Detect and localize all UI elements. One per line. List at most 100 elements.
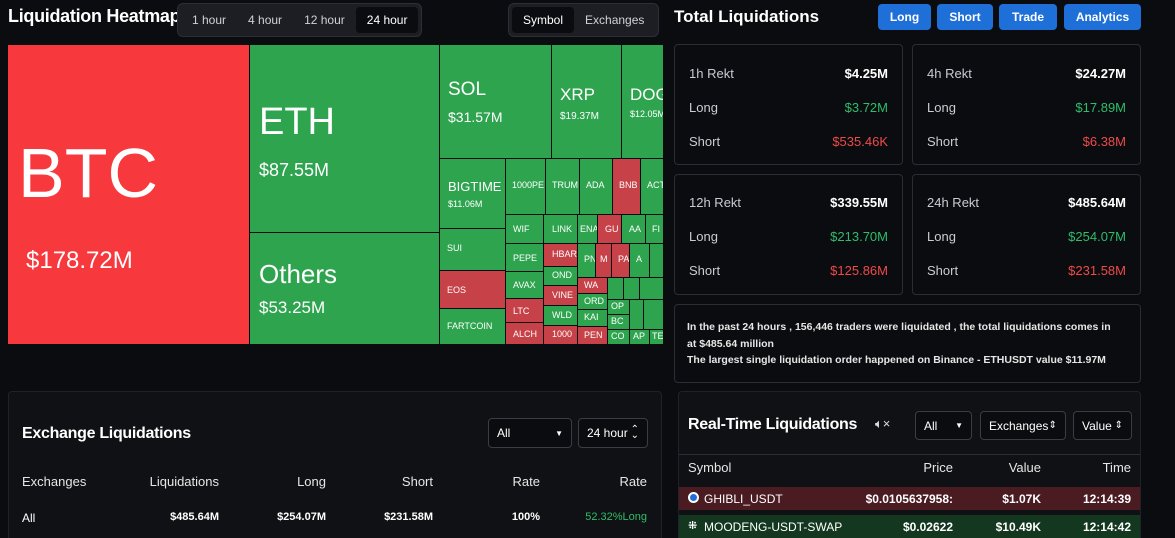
table-row[interactable]: ⁜ MOODENG-USDT-SWAP $0.02622 $10.49K 12:… bbox=[679, 515, 1140, 538]
mute-icon[interactable]: 🔈︎× bbox=[875, 416, 891, 431]
treemap-cell-bnb[interactable]: BNB bbox=[613, 159, 641, 215]
tab-4-hour[interactable]: 4 hour bbox=[248, 13, 283, 27]
treemap-cell-others[interactable]: Others $53.25M bbox=[250, 233, 440, 345]
treemap-cell-misc-1[interactable] bbox=[650, 244, 664, 278]
treemap-cell-ada[interactable]: ADA bbox=[580, 159, 613, 215]
treemap-cell-xrp[interactable]: XRP $19.37M bbox=[552, 45, 622, 159]
treemap-cell-co[interactable]: CO bbox=[608, 330, 630, 345]
table-row[interactable]: GHIBLI_USDT $0.0105637958: $1.07K 12:14:… bbox=[679, 487, 1140, 510]
rate-value: 100% bbox=[511, 511, 540, 523]
card-title: 1h Rekt bbox=[689, 66, 734, 81]
cell-label: LTC bbox=[513, 306, 530, 316]
treemap-cell-misc-6[interactable] bbox=[644, 300, 664, 330]
treemap-cell-wif[interactable]: WIF bbox=[506, 215, 544, 244]
treemap-cell-hbar[interactable]: HBAR bbox=[544, 244, 578, 267]
treemap-cell-act[interactable]: ACT bbox=[641, 159, 664, 215]
treemap-cell-ord[interactable]: ORD bbox=[578, 294, 608, 310]
treemap-cell-1000[interactable]: 1000 bbox=[544, 326, 578, 345]
treemap-cell-gu[interactable]: GU bbox=[598, 215, 622, 244]
column-header-exchanges: Exchanges bbox=[22, 474, 87, 489]
cell-label: PA bbox=[618, 254, 630, 264]
treemap-cell-pn[interactable]: PN bbox=[578, 244, 596, 278]
realtime-exchanges-select[interactable]: Exchanges ⇕ bbox=[980, 411, 1066, 440]
column-header-short: Short bbox=[401, 474, 433, 489]
treemap-cell-kai[interactable]: KAI bbox=[578, 310, 608, 327]
treemap-cell-avax[interactable]: AVAX bbox=[506, 272, 544, 299]
treemap-cell-trump[interactable]: TRUM bbox=[546, 159, 580, 215]
treemap-cell-bigtime[interactable]: BIGTIME $11.06M bbox=[440, 159, 506, 229]
cell-label: BC bbox=[611, 316, 624, 326]
treemap-cell-misc-4[interactable] bbox=[640, 278, 664, 300]
treemap-cell-eos[interactable]: EOS bbox=[440, 271, 506, 309]
treemap-cell-misc-5[interactable] bbox=[630, 300, 644, 330]
treemap-cell-wld[interactable]: WLD bbox=[544, 306, 578, 326]
short-label: Short bbox=[689, 263, 721, 278]
treemap-cell-alch[interactable]: ALCH bbox=[506, 323, 544, 345]
treemap-cell-sol[interactable]: SOL $31.57M bbox=[440, 45, 552, 159]
tab-symbol[interactable]: Symbol bbox=[512, 7, 575, 33]
exchange-time-select[interactable]: 24 hour ⌃ ⌄ bbox=[578, 418, 648, 448]
cell-label: GU bbox=[605, 224, 619, 234]
tab-24-hour[interactable]: 24 hour bbox=[355, 7, 419, 33]
short-label: Short bbox=[927, 263, 959, 278]
cell-label: 1000 bbox=[552, 329, 573, 339]
liquidations-value: $485.64M bbox=[170, 511, 219, 523]
cell-label: FI bbox=[652, 224, 660, 234]
cell-label: ORD bbox=[584, 296, 604, 306]
table-row[interactable]: All $485.64M $254.07M $231.58M 100% 52.3… bbox=[9, 502, 661, 532]
cell-label: WLD bbox=[552, 310, 572, 320]
analytics-button[interactable]: Analytics bbox=[1064, 4, 1141, 30]
tab-exchanges[interactable]: Exchanges bbox=[585, 13, 645, 27]
short-value: $535.46K bbox=[832, 134, 888, 149]
exchange-filter-select[interactable]: All ▼ bbox=[488, 418, 572, 448]
cell-label: WIF bbox=[513, 224, 530, 234]
treemap-cell-ltc[interactable]: LTC bbox=[506, 299, 544, 323]
liquidation-summary: In the past 24 hours , 156,446 traders w… bbox=[674, 304, 1141, 383]
short-button[interactable]: Short bbox=[937, 4, 993, 30]
others-value: $53.25M bbox=[259, 298, 326, 317]
treemap-cell-op[interactable]: OP bbox=[608, 300, 630, 315]
treemap-cell-eth[interactable]: ETH $87.55M bbox=[250, 45, 440, 233]
treemap-cell-vine[interactable]: VINE bbox=[544, 286, 578, 306]
long-button[interactable]: Long bbox=[878, 4, 931, 30]
treemap-cell-misc-3[interactable] bbox=[624, 278, 640, 300]
treemap-cell-sui[interactable]: SUI bbox=[440, 229, 506, 271]
cell-label: BNB bbox=[619, 180, 638, 190]
cell-label: LINK bbox=[552, 224, 573, 234]
treemap-cell-bc[interactable]: BC bbox=[608, 315, 630, 330]
treemap-cell-aave[interactable]: AA bbox=[622, 215, 646, 244]
treemap-cell-btc[interactable]: BTC $178.72M bbox=[8, 45, 250, 345]
treemap-cell-1000pepe[interactable]: 1000PE bbox=[506, 159, 546, 215]
tab-12-hour[interactable]: 12 hour bbox=[304, 13, 345, 27]
trade-button[interactable]: Trade bbox=[999, 4, 1057, 30]
treemap-cell-ap[interactable]: AP bbox=[630, 330, 650, 345]
treemap-cell-pen[interactable]: PEN bbox=[578, 327, 608, 345]
xrp-value: $19.37M bbox=[560, 111, 599, 122]
long-label: Long bbox=[689, 100, 718, 115]
treemap-cell-te[interactable]: TE bbox=[650, 330, 664, 345]
realtime-liquidations-panel: Real-Time Liquidations 🔈︎× All ▼ Exchang… bbox=[678, 391, 1141, 538]
treemap-cell-doge[interactable]: DOG $12.05M bbox=[622, 45, 664, 159]
others-label: Others bbox=[259, 259, 338, 289]
treemap-cell-fartcoin[interactable]: FARTCOIN bbox=[440, 309, 506, 345]
treemap-cell-pepe[interactable]: PEPE bbox=[506, 244, 544, 272]
treemap-cell-misc-2[interactable] bbox=[608, 278, 624, 300]
treemap-cell-ond[interactable]: OND bbox=[544, 267, 578, 286]
card-total: $339.55M bbox=[830, 195, 888, 210]
realtime-filter-select[interactable]: All ▼ bbox=[915, 411, 972, 440]
card-total: $4.25M bbox=[844, 66, 888, 81]
column-header-value: Value bbox=[1008, 460, 1041, 475]
treemap-cell-a[interactable]: A bbox=[630, 244, 650, 278]
treemap-cell-ena[interactable]: ENA bbox=[578, 215, 598, 244]
rate-long-value: 52.32%Long bbox=[585, 511, 647, 523]
tab-1-hour[interactable]: 1 hour bbox=[192, 13, 227, 27]
treemap-cell-pa[interactable]: PA bbox=[612, 244, 630, 278]
treemap-cell-m[interactable]: M bbox=[596, 244, 612, 278]
summary-line-3: The largest single liquidation order hap… bbox=[687, 354, 1106, 366]
treemap-cell-fi[interactable]: FI bbox=[646, 215, 664, 244]
treemap-cell-wa[interactable]: WA bbox=[578, 278, 608, 294]
summary-line-2: at $485.64 million bbox=[687, 337, 774, 350]
treemap-cell-link[interactable]: LINK bbox=[544, 215, 578, 244]
cell-label: M bbox=[600, 254, 608, 264]
realtime-value-select[interactable]: Value ⇕ bbox=[1073, 411, 1132, 440]
